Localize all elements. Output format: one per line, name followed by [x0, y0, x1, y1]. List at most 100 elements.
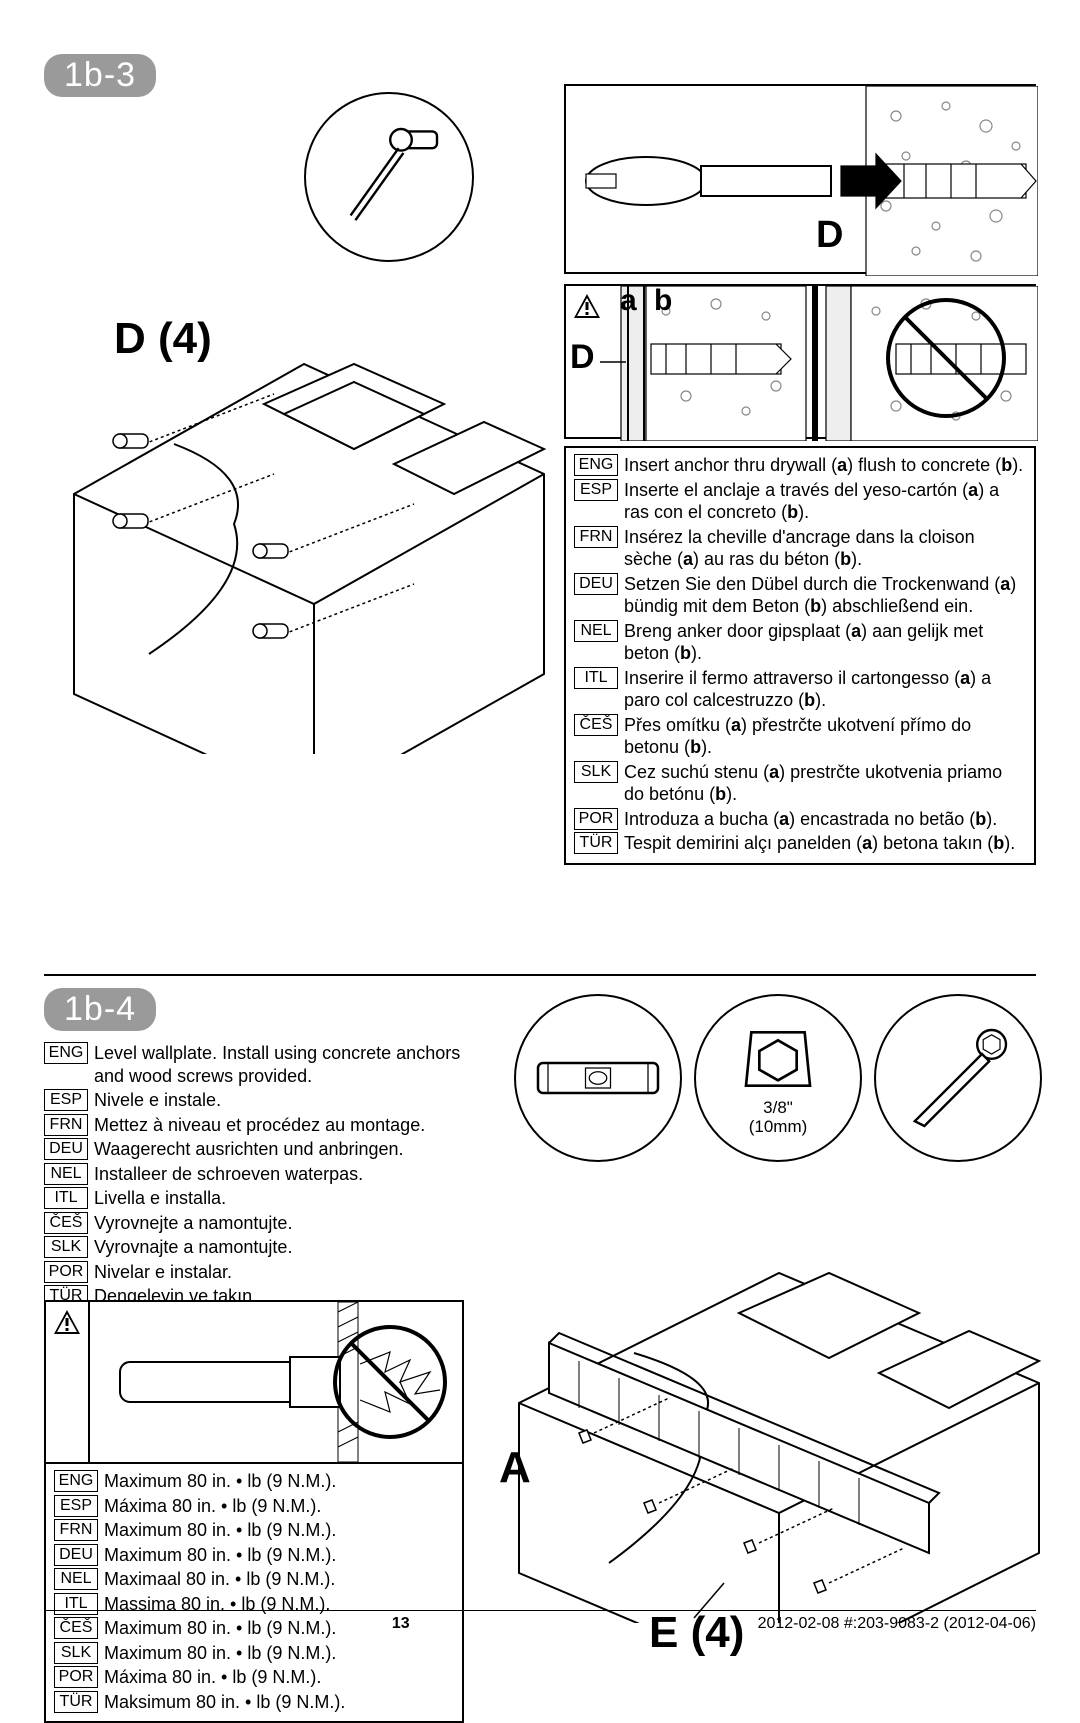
- page-footer: 13 2012-02-08 #:203-9083-2 (2012-04-06): [44, 1610, 1036, 1633]
- lang-text: Setzen Sie den Dübel durch die Trockenwa…: [624, 573, 1026, 618]
- lang-row: NEL Maximaal 80 in. • lb (9 N.M.).: [54, 1568, 454, 1591]
- step-1b3: 1b-3: [44, 54, 1036, 974]
- figure-ab-compare: a b D: [564, 284, 1036, 439]
- lang-row: TÜRMaksimum 80 in. • lb (9 N.M.).: [54, 1691, 454, 1714]
- lang-text: Breng anker door gipsplaat (a) aan gelij…: [624, 620, 1026, 665]
- lang-code: ČEŠ: [44, 1212, 88, 1234]
- lang-row: NEL Breng anker door gipsplaat (a) aan ge…: [574, 620, 1026, 665]
- lang-text: Maximum 80 in. • lb (9 N.M.).: [104, 1470, 454, 1493]
- lang-text: Vyrovnajte a namontujte.: [94, 1236, 484, 1259]
- lang-code: NEL: [44, 1163, 88, 1185]
- lang-row: POR Introduza a bucha (a) encastrada no b…: [574, 808, 1026, 831]
- lang-row: TÜR Tespit demirini alçı panelden (a) bet…: [574, 832, 1026, 855]
- lang-text: Insérez la cheville d'ancrage dans la cl…: [624, 526, 1026, 571]
- lang-row: SLK Vyrovnajte a namontujte.: [44, 1236, 484, 1259]
- lang-text: Livella e installa.: [94, 1187, 484, 1210]
- lang-text: Maximum 80 in. • lb (9 N.M.).: [104, 1519, 454, 1542]
- lang-code: SLK: [44, 1236, 88, 1258]
- lang-text: Nivele e instale.: [94, 1089, 484, 1112]
- lang-text: Nivelar e instalar.: [94, 1261, 484, 1284]
- anchor-label-D-top: D: [816, 214, 843, 257]
- lang-row: ENG Level wallplate. Install using concre…: [44, 1042, 484, 1087]
- lang-row: SLK Cez suchú stenu (a) prestrčte ukotven…: [574, 761, 1026, 806]
- lang-row: ESP Inserte el anclaje a través del yeso-…: [574, 479, 1026, 524]
- lang-code: FRN: [54, 1519, 98, 1541]
- lang-row: ESP Nivele e instale.: [44, 1089, 484, 1112]
- lang-row: ESPMáxima 80 in. • lb (9 N.M.).: [54, 1495, 454, 1518]
- lang-code: SLK: [574, 761, 618, 783]
- lang-text: Vyrovnejte a namontujte.: [94, 1212, 484, 1235]
- step-badge-1b3: 1b-3: [44, 54, 156, 97]
- lang-code: POR: [574, 808, 618, 830]
- lang-text: Maximum 80 in. • lb (9 N.M.).: [104, 1544, 454, 1567]
- hammer-circle-icon: [304, 92, 474, 262]
- part-label-A: A: [499, 1443, 531, 1493]
- torque-warning-box: ENGMaximum 80 in. • lb (9 N.M.).ESPMáxim…: [44, 1300, 464, 1723]
- page-number: 13: [392, 1615, 410, 1633]
- lang-row: FRN Maximum 80 in. • lb (9 N.M.).: [54, 1519, 454, 1542]
- step-1b4: 1b-4 ENG Level wallplate. Install using c…: [44, 988, 1036, 1628]
- figure-hammer-anchor: D: [564, 84, 1036, 274]
- lang-text: Waagerecht ausrichten und anbringen.: [94, 1138, 484, 1161]
- lang-text: Maximum 80 in. • lb (9 N.M.).: [104, 1642, 454, 1665]
- lang-code: DEU: [44, 1138, 88, 1160]
- lang-code: ENG: [574, 454, 618, 476]
- lang-code: ITL: [574, 667, 618, 689]
- lang-row: ENG Insert anchor thru drywall (a) flush …: [574, 454, 1026, 477]
- instruction-page: 1b-3: [0, 0, 1080, 1669]
- iso-wallplate: A E (4): [499, 1183, 1044, 1623]
- lang-code: TÜR: [574, 832, 618, 854]
- lang-code: DEU: [574, 573, 618, 595]
- lang-code: ESP: [44, 1089, 88, 1111]
- lang-row: POR Máxima 80 in. • lb (9 N.M.).: [54, 1666, 454, 1689]
- lang-row: SLK Maximum 80 in. • lb (9 N.M.).: [54, 1642, 454, 1665]
- lang-code: POR: [54, 1666, 98, 1688]
- lang-code: ESP: [54, 1495, 98, 1517]
- lang-text: Inserte el anclaje a través del yeso-car…: [624, 479, 1026, 524]
- lang-text: Level wallplate. Install using concrete …: [94, 1042, 484, 1087]
- lang-text: Máxima 80 in. • lb (9 N.M.).: [104, 1666, 454, 1689]
- socket-size: 3/8": [763, 1098, 793, 1117]
- part-label-D4: D (4): [114, 314, 212, 364]
- lang-code: NEL: [574, 620, 618, 642]
- lang-text: Maximaal 80 in. • lb (9 N.M.).: [104, 1568, 454, 1591]
- lang-code: NEL: [54, 1568, 98, 1590]
- lang-text: Introduza a bucha (a) encastrada no betã…: [624, 808, 1026, 831]
- lang-code: ENG: [54, 1470, 98, 1492]
- step-badge-1b4: 1b-4: [44, 988, 156, 1031]
- lang-row: POR Nivelar e instalar.: [44, 1261, 484, 1284]
- lang-code: TÜR: [54, 1691, 98, 1713]
- lang-text: Tespit demirini alçı panelden (a) betona…: [624, 832, 1026, 855]
- anchor-label-D-bottom: D: [570, 338, 595, 377]
- lang-row: ITLLivella e installa.: [44, 1187, 484, 1210]
- socket-tool-icon: 3/8" (10mm): [694, 994, 862, 1162]
- lang-text: Inserire il fermo attraverso il cartonge…: [624, 667, 1026, 712]
- lang-code: SLK: [54, 1642, 98, 1664]
- instructions-1b3: ENG Insert anchor thru drywall (a) flush …: [564, 446, 1036, 865]
- lang-text: Mettez à niveau et procédez au montage.: [94, 1114, 484, 1137]
- ratchet-tool-icon: [874, 994, 1042, 1162]
- section-divider: [44, 974, 1036, 976]
- lang-row: ČEŠ Přes omítku (a) přestrčte ukotvení př…: [574, 714, 1026, 759]
- lang-text: Přes omítku (a) přestrčte ukotvení přímo…: [624, 714, 1026, 759]
- lang-code: DEU: [54, 1544, 98, 1566]
- lang-code: ESP: [574, 479, 618, 501]
- lang-code: POR: [44, 1261, 88, 1283]
- lang-text: Insert anchor thru drywall (a) flush to …: [624, 454, 1026, 477]
- lang-row: ČEŠ Vyrovnejte a namontujte.: [44, 1212, 484, 1235]
- lang-code: ENG: [44, 1042, 88, 1064]
- lang-row: ENG Maximum 80 in. • lb (9 N.M.).: [54, 1470, 454, 1493]
- lang-row: DEU Setzen Sie den Dübel durch die Trocke…: [574, 573, 1026, 618]
- level-tool-icon: [514, 994, 682, 1162]
- lang-text: Installeer de schroeven waterpas.: [94, 1163, 484, 1186]
- warning-icon: [52, 1308, 82, 1338]
- lang-text: Cez suchú stenu (a) prestrčte ukotvenia …: [624, 761, 1026, 806]
- label-a: a: [620, 284, 637, 318]
- lang-row: DEU Maximum 80 in. • lb (9 N.M.).: [54, 1544, 454, 1567]
- lang-row: FRNMettez à niveau et procédez au montag…: [44, 1114, 484, 1137]
- label-b: b: [654, 284, 672, 318]
- lang-code: ČEŠ: [574, 714, 618, 736]
- lang-row: NEL Installeer de schroeven waterpas.: [44, 1163, 484, 1186]
- lang-row: DEU Waagerecht ausrichten und anbringen.: [44, 1138, 484, 1161]
- footer-meta: 2012-02-08 #:203-9083-2 (2012-04-06): [758, 1615, 1036, 1633]
